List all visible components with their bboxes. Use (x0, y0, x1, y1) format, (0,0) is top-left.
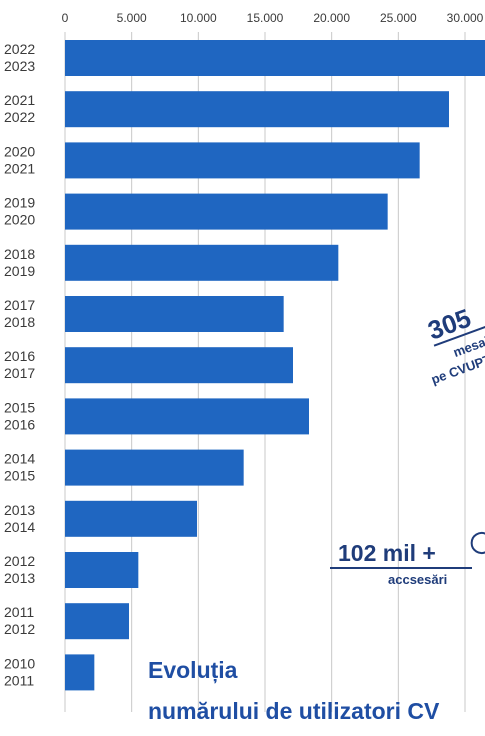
category-label: 2010 (4, 655, 35, 671)
category-label: 2019 (4, 195, 35, 211)
bar (65, 296, 284, 332)
category-label: 2022 (4, 109, 35, 125)
category-label: 2011 (4, 672, 34, 688)
category-label: 2022 (4, 41, 35, 57)
category-label: 2011 (4, 604, 34, 620)
x-tick-label: 15.000 (247, 11, 284, 25)
x-tick-label: 20.000 (313, 11, 350, 25)
bar (65, 193, 388, 230)
chart-title: Evoluția numărului de utilizatori CV (148, 657, 440, 724)
category-label: 2020 (4, 143, 35, 159)
category-label: 2023 (4, 58, 35, 74)
category-label: 2018 (4, 314, 35, 330)
messages-annotation: 305 mesaj pe CVUPT (424, 303, 485, 387)
x-tick-label: 0 (62, 11, 69, 25)
category-label: 2021 (4, 160, 35, 176)
category-label: 2014 (4, 519, 35, 535)
access-label: accsesări (388, 572, 447, 587)
messages-underline (433, 320, 485, 347)
bar (65, 142, 420, 179)
access-symbol (470, 532, 485, 554)
x-tick-label: 30.000 (447, 11, 484, 25)
category-label: 2016 (4, 348, 35, 364)
category-label: 2016 (4, 416, 35, 432)
category-labels: 2022202320212022202020212019202020182019… (4, 41, 35, 688)
category-label: 2014 (4, 451, 35, 467)
bar (65, 449, 244, 486)
category-label: 2013 (4, 502, 35, 518)
bar (65, 398, 309, 435)
bar (65, 500, 197, 537)
bar (65, 91, 449, 128)
x-tick-label: 5.000 (117, 11, 147, 25)
x-axis-ticks: 0 5.000 10.000 15.000 20.000 25.000 30.000 (62, 11, 484, 25)
access-value: 102 mil + (338, 540, 436, 566)
x-tick-label: 10.000 (180, 11, 217, 25)
chart-title-line-2: numărului de utilizatori CV (148, 698, 440, 724)
bar (65, 654, 95, 691)
category-label: 2015 (4, 468, 35, 484)
category-label: 2019 (4, 263, 35, 279)
category-label: 2015 (4, 399, 35, 415)
bars (65, 40, 485, 691)
category-label: 2021 (4, 92, 35, 108)
bar (65, 347, 293, 384)
category-label: 2013 (4, 570, 35, 586)
category-label: 2012 (4, 621, 35, 637)
category-label: 2017 (4, 297, 35, 313)
category-label: 2017 (4, 365, 35, 381)
x-tick-label: 25.000 (380, 11, 417, 25)
category-label: 2018 (4, 246, 35, 262)
bar (65, 244, 339, 281)
access-annotation: 102 mil + accsesări (330, 532, 485, 587)
category-label: 2012 (4, 553, 35, 569)
bar (65, 552, 139, 588)
chart-title-line-1: Evoluția (148, 657, 238, 684)
category-label: 2020 (4, 212, 35, 228)
bar (65, 40, 485, 76)
bar (65, 603, 129, 640)
